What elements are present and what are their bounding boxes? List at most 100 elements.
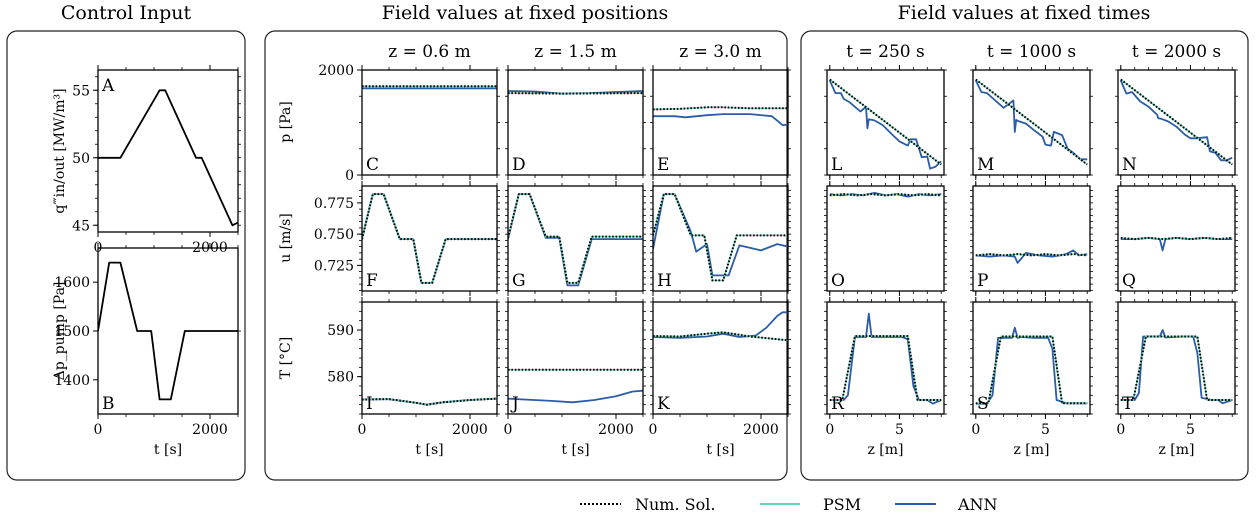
axes-frame [826, 301, 945, 415]
num-sol-series-line [508, 92, 643, 95]
panel-letter: S [977, 394, 989, 414]
ann-series-line [508, 389, 643, 404]
series-group [975, 326, 1088, 405]
axes-frame [826, 185, 945, 292]
panel-N: Nt = 2000 s [1115, 42, 1238, 180]
y-axis-label: Δp_pump [Pa] [52, 282, 68, 381]
axes-frame [652, 301, 789, 415]
y-tick-label: 0.750 [314, 227, 354, 243]
panel-letter: A [101, 76, 115, 96]
axes-frame [972, 69, 1091, 176]
panel-letter: G [512, 271, 526, 291]
panel-letter: D [512, 155, 526, 175]
series-group [829, 312, 942, 405]
series-group [508, 368, 643, 404]
panel-letter: N [1122, 155, 1137, 175]
group-title-positions: Field values at fixed positions [382, 2, 669, 24]
axes-frame [507, 301, 644, 415]
panel-title: t = 2000 s [1132, 42, 1221, 62]
x-tick-label: 0 [358, 422, 367, 438]
series-group [362, 397, 497, 406]
series-group [508, 90, 643, 95]
psm-series-line [653, 193, 788, 282]
axes-frame [361, 301, 498, 415]
panel-letter: H [657, 271, 672, 291]
series-group [653, 106, 788, 126]
panel-M: Mt = 1000 s [970, 42, 1093, 180]
series-group [362, 85, 497, 90]
ann-series-line [829, 312, 942, 405]
x-tick-label: 5 [1186, 422, 1195, 438]
x-tick-label: 2000 [598, 422, 634, 438]
control-series-line [98, 261, 238, 401]
panel-title: z = 3.0 m [679, 42, 762, 62]
panel-letter: C [366, 155, 379, 175]
series-group [829, 191, 942, 198]
ann-series-line [508, 193, 643, 287]
x-tick-label: 5 [1041, 422, 1050, 438]
x-tick-label: 0 [971, 422, 980, 438]
num-sol-series-line [653, 106, 788, 111]
x-tick-label: 0 [1116, 422, 1125, 438]
series-group [1120, 236, 1233, 252]
ann-series-line [975, 249, 1088, 264]
y-tick-label: 55 [72, 83, 90, 99]
panel-G: G [505, 181, 646, 296]
axes-frame [826, 69, 945, 176]
ann-series-line [974, 80, 1088, 161]
x-axis-label: t [s] [415, 442, 443, 458]
y-axis-label: p [Pa] [278, 101, 294, 142]
series-group [653, 311, 788, 342]
y-tick-label: 1500 [54, 324, 90, 340]
x-axis-label: z [m] [867, 442, 903, 458]
panel-title: z = 0.6 m [388, 42, 471, 62]
num-sol-series-line [1120, 236, 1233, 241]
panel-E: Ez = 3.0 m [650, 42, 791, 180]
num-sol-series-line [508, 193, 643, 284]
ann-series-line [975, 326, 1088, 405]
axes-frame [507, 69, 644, 176]
axes-frame [972, 301, 1091, 415]
series-group [653, 193, 788, 282]
ann-series-line [1120, 329, 1233, 405]
panel-letter: O [831, 271, 845, 291]
group-title-times: Field values at fixed times [898, 2, 1151, 24]
y-tick-label: 1400 [54, 373, 90, 389]
axes-frame [972, 185, 1091, 292]
panel-letter: M [977, 155, 994, 175]
num-sol-series-line [1120, 335, 1233, 401]
num-sol-series-line [975, 335, 1088, 405]
x-tick-label: 5 [895, 422, 904, 438]
ann-series-line [828, 80, 942, 170]
panel-title: t = 250 s [846, 42, 924, 62]
num-sol-series-line [653, 193, 788, 282]
panel-C: 0 2000 Cz = 0.6 m p [Pa] [278, 42, 500, 184]
axes-frame [652, 69, 789, 176]
panel-letter: R [831, 394, 845, 414]
y-axis-label: q‴in/out [MW/m³] [52, 88, 68, 213]
y-tick-label: 590 [327, 323, 354, 339]
ann-series-line [1120, 236, 1233, 252]
psm-series-line [362, 193, 497, 284]
panel-letter: J [510, 394, 519, 414]
num-sol-series-line [653, 331, 788, 342]
panel-letter: I [366, 394, 373, 414]
series-group [98, 89, 238, 227]
axes-frame [1117, 301, 1236, 415]
y-tick-label: 1600 [54, 275, 90, 291]
series-group [508, 193, 643, 287]
series-group [974, 78, 1088, 166]
x-tick-label: 0 [504, 422, 513, 438]
series-group [1120, 329, 1233, 405]
y-tick-label: 2000 [318, 63, 354, 79]
num-sol-series-line [975, 78, 1088, 166]
fixed-times-box [800, 30, 1249, 481]
control-input-box [6, 30, 246, 481]
psm-series-line [829, 335, 942, 401]
y-tick-label: 0.725 [314, 258, 354, 274]
control-series-line [98, 89, 238, 227]
y-tick-label: 45 [72, 218, 90, 234]
panel-I: 0 2000 580 590 It [s] T [°C] [278, 297, 500, 458]
